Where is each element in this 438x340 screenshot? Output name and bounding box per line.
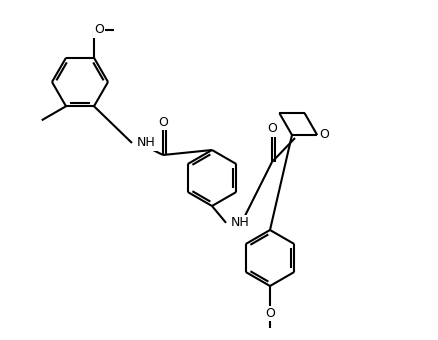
Text: O: O <box>267 122 277 136</box>
Text: NH: NH <box>231 216 250 229</box>
Text: O: O <box>158 116 168 129</box>
Text: NH: NH <box>137 136 156 150</box>
Text: O: O <box>319 129 329 141</box>
Text: O: O <box>94 23 104 36</box>
Text: O: O <box>265 307 275 320</box>
